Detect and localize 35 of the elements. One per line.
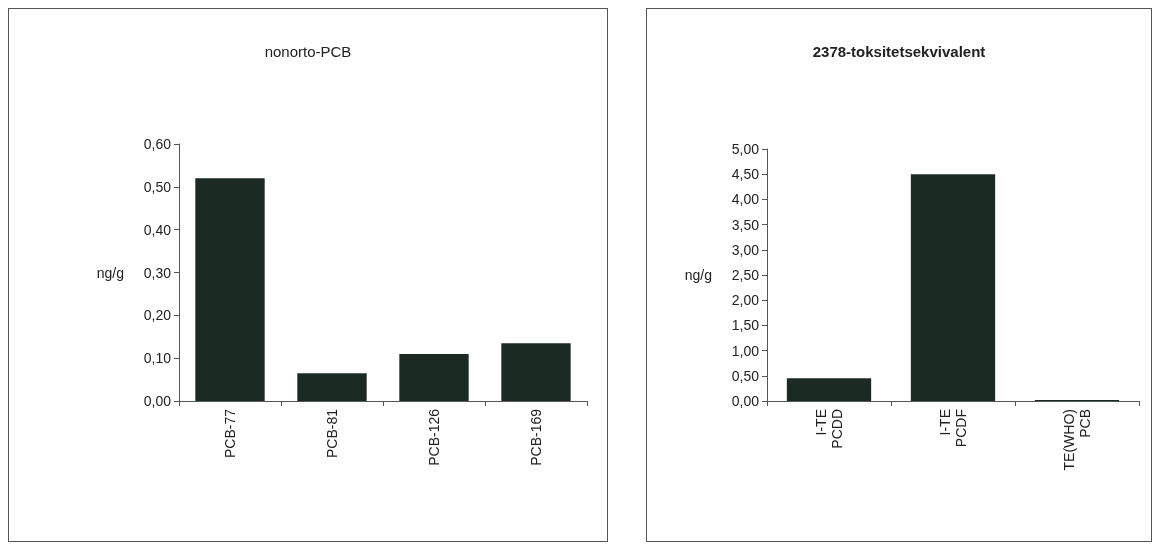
x-tick-label: PCB-126: [426, 408, 442, 466]
y-tick-label: 0,50: [731, 367, 760, 384]
bar: [195, 178, 265, 401]
y-tick-label: 1,50: [731, 317, 760, 334]
x-tick-label: PCB-77: [222, 408, 238, 459]
bar: [501, 343, 571, 401]
y-tick-label: 0,10: [143, 350, 172, 367]
y-tick-label: 2,00: [731, 292, 760, 309]
y-tick-label: 2,50: [731, 267, 760, 283]
y-tick-label: 0,40: [143, 221, 172, 238]
y-tick-label: 5,00: [731, 141, 760, 157]
y-axis-title: ng/g: [96, 264, 124, 281]
bar: [297, 373, 367, 401]
y-tick-label: 0,60: [143, 136, 172, 152]
bar: [786, 378, 872, 401]
x-tick-label: I-TE PCDD: [813, 409, 845, 449]
chart-title: nonorto-PCB: [264, 43, 352, 60]
y-tick-label: 4,50: [731, 166, 760, 183]
y-axis-title: ng/g: [684, 267, 712, 283]
y-tick-label: 3,50: [731, 216, 760, 233]
y-tick-label: 0,00: [731, 393, 760, 409]
bar: [910, 174, 996, 401]
y-tick-label: 3,00: [731, 241, 760, 258]
bar: [399, 353, 469, 401]
y-tick-label: 0,20: [143, 307, 172, 324]
x-tick-label: I-TE PCDF: [937, 409, 969, 448]
chart-title: 2378-toksitetsekvivalent: [812, 43, 986, 60]
y-tick-label: 4,00: [731, 191, 760, 208]
y-tick-label: 0,00: [143, 393, 172, 409]
x-tick-label: PCB-169: [528, 408, 544, 466]
y-tick-label: 1,00: [731, 342, 760, 359]
x-tick-label: PCB-81: [324, 408, 340, 459]
y-tick-label: 0,50: [143, 178, 172, 195]
y-tick-label: 0,30: [143, 264, 172, 281]
x-tick-label: TE(WHO) PCB: [1061, 409, 1093, 471]
